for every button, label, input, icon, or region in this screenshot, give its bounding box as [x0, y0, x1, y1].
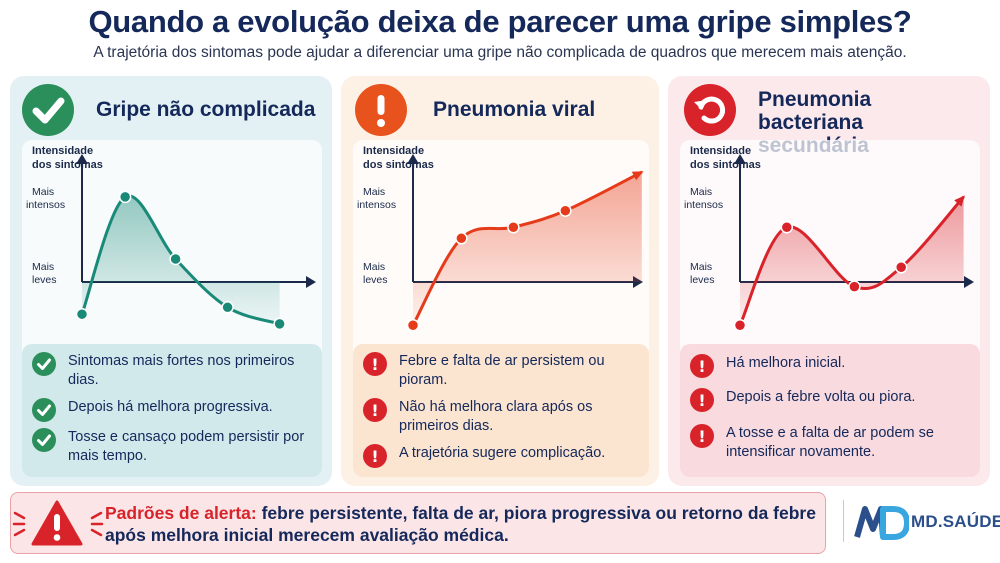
x-axis-arrow: [306, 276, 316, 288]
check-icon: [32, 398, 56, 422]
alert-text: Padrões de alerta: febre persistente, fa…: [105, 503, 816, 545]
y-axis-arrow: [76, 154, 88, 164]
data-point: [848, 280, 861, 293]
y-axis-label: dos sintomas: [690, 159, 761, 171]
brand-logo: MD.SAÚDE: [853, 503, 1000, 541]
brand-name: MD.SAÚDE: [911, 512, 1000, 531]
y-tick-label: Mais: [690, 261, 712, 273]
y-tick-label: Mais: [363, 261, 385, 273]
data-point: [169, 252, 182, 266]
list-item: Tosse e cansaço podem persistir por mais…: [32, 428, 314, 466]
return-arrow-icon: [684, 84, 736, 136]
check-icon: [22, 84, 74, 136]
data-point: [559, 204, 572, 217]
check-icon: [32, 428, 56, 452]
alert-banner: Padrões de alerta: febre persistente, fa…: [10, 492, 826, 554]
data-point: [455, 232, 468, 245]
page-subtitle: A trajetória dos sintomas pode ajudar a …: [93, 44, 907, 61]
list-item: ! A trajetória sugere complicação.: [363, 444, 641, 468]
y-axis-arrow: [407, 154, 419, 164]
y-tick-label: Mais: [690, 186, 712, 198]
brand-divider: [843, 500, 844, 542]
series-line: [80, 194, 281, 326]
series-area: [413, 172, 642, 326]
exclamation-icon: !: [363, 444, 387, 468]
check-icon: [32, 352, 56, 376]
panel-title: Gripe não complicada: [96, 98, 316, 121]
y-tick-label: leves: [32, 274, 57, 286]
panel-viral-pneumonia: Pneumonia viral Intensidade dos sintomas M…: [341, 76, 659, 486]
alert-rays-right: [90, 511, 104, 537]
alert-rays-left: [12, 511, 26, 537]
exclamation-icon: !: [690, 424, 714, 448]
warning-triangle-icon: [31, 500, 83, 546]
y-tick-label: intensos: [26, 199, 65, 211]
data-point: [733, 318, 747, 332]
exclamation-icon: [355, 84, 407, 136]
data-point: [780, 221, 794, 234]
data-point: [221, 301, 234, 314]
series-arrowhead: [954, 195, 965, 207]
series-arrowhead: [631, 171, 644, 181]
list-card: ! Febre e falta de ar persistem ou piora…: [353, 344, 649, 477]
md-logo-icon: [854, 506, 909, 540]
x-axis-arrow: [964, 276, 974, 288]
y-tick-label: intensos: [684, 199, 723, 211]
panel-bacterial-pneumonia: Pneumonia bacteriana secundária Intensid…: [668, 76, 990, 486]
y-tick-label: Mais: [32, 186, 54, 198]
list-card: Sintomas mais fortes nos primeiros dias.…: [22, 344, 322, 477]
exclamation-icon: !: [363, 352, 387, 376]
data-point: [273, 317, 286, 331]
list-item: Depois há melhora progressiva.: [32, 398, 314, 422]
panel-title: Pneumonia viral: [433, 98, 596, 121]
list-item: ! Não há melhora clara após os primeiros…: [363, 398, 641, 436]
series-area: [740, 196, 964, 326]
exclamation-icon: !: [690, 354, 714, 378]
data-point: [894, 261, 908, 274]
list-card: ! Há melhora inicial. ! Depois a febre v…: [680, 344, 980, 477]
panel-uncomplicated-flu: Gripe não complicada Intensidade dos sint…: [10, 76, 332, 486]
y-axis-label: Intensidade: [363, 145, 424, 157]
y-axis-label: dos sintomas: [363, 159, 434, 171]
y-axis-label: Intensidade: [690, 145, 751, 157]
data-point: [75, 307, 89, 321]
y-axis-label: dos sintomas: [32, 159, 103, 171]
list-item: ! A tosse e a falta de ar podem se inten…: [690, 424, 972, 462]
y-tick-label: intensos: [357, 199, 396, 211]
series-area: [82, 195, 280, 324]
y-tick-label: leves: [690, 274, 715, 286]
data-point: [118, 190, 132, 204]
list-item: Sintomas mais fortes nos primeiros dias.: [32, 352, 314, 390]
y-axis-label: Intensidade: [32, 145, 93, 157]
list-item: ! Depois a febre volta ou piora.: [690, 388, 972, 412]
data-point: [507, 221, 520, 234]
list-item: ! Febre e falta de ar persistem ou piora…: [363, 352, 641, 390]
list-item: ! Há melhora inicial.: [690, 354, 972, 378]
y-axis-arrow: [734, 154, 746, 164]
y-tick-label: Mais: [32, 261, 54, 273]
y-tick-label: leves: [363, 274, 388, 286]
page-title: Quando a evolução deixa de parecer uma g…: [88, 4, 912, 39]
y-tick-label: Mais: [363, 186, 385, 198]
exclamation-icon: !: [690, 388, 714, 412]
data-point: [406, 318, 420, 332]
exclamation-icon: !: [363, 398, 387, 422]
